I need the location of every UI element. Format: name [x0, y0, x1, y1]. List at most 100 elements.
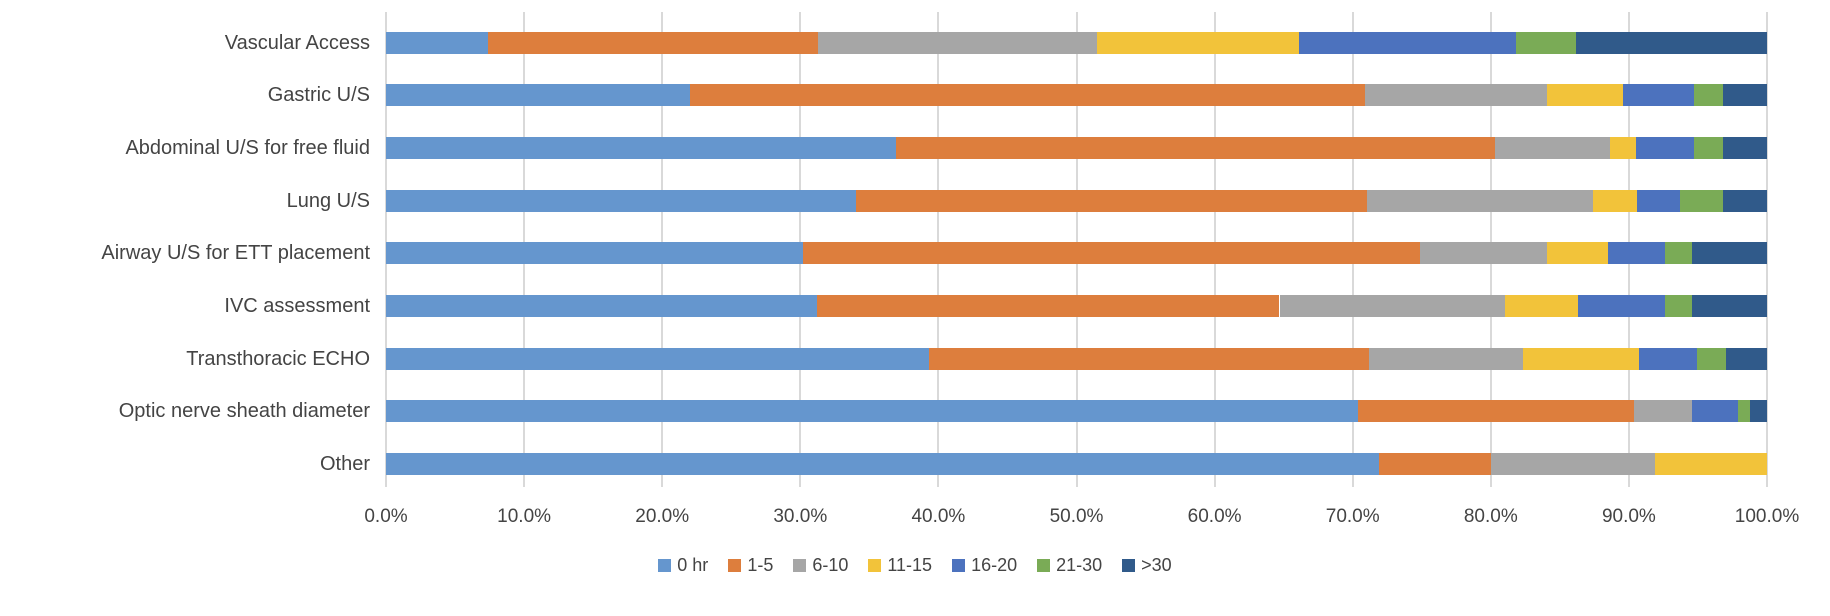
bar-segment-610 — [1369, 347, 1523, 370]
category-label: Airway U/S for ETT placement — [101, 242, 370, 265]
plot-area — [385, 12, 1768, 487]
bar-segment-15 — [488, 31, 819, 54]
bar-segment-610 — [1279, 295, 1505, 317]
bar-segment-610 — [1420, 242, 1548, 265]
bar-segment-610 — [1634, 400, 1693, 423]
bar-segment-1115 — [1522, 347, 1639, 370]
bar-segment-2130 — [1696, 347, 1726, 370]
bar-segment-1115 — [1504, 295, 1578, 317]
bar-segment-610 — [1366, 189, 1593, 212]
legend-label: 11-15 — [887, 554, 933, 575]
legend-swatch-icon — [952, 558, 966, 572]
legend-swatch-icon — [728, 558, 742, 572]
bar-segment-1115 — [1097, 31, 1299, 54]
bar-segment-2130 — [1664, 295, 1693, 317]
bar-segment-0hr — [386, 136, 896, 159]
legend-item: 21-30 — [1037, 555, 1102, 576]
x-tick-label: 0.0% — [364, 506, 408, 527]
bar-segment-1115 — [1655, 453, 1767, 476]
bar-segment-1115 — [1592, 189, 1638, 212]
bar-segment-1620 — [1637, 189, 1680, 212]
bar-row — [386, 84, 1767, 107]
category-label: Transthoracic ECHO — [186, 347, 370, 370]
x-tick-label: 90.0% — [1601, 506, 1656, 527]
bar-segment-30 — [1576, 31, 1767, 54]
legend-swatch-icon — [868, 558, 882, 572]
x-tick-label: 60.0% — [1187, 506, 1242, 527]
bar-segment-15 — [895, 136, 1495, 159]
bar-segment-2130 — [1515, 31, 1577, 54]
x-tick-label: 30.0% — [773, 506, 828, 527]
legend-item: >30 — [1122, 555, 1172, 576]
bar-segment-610 — [818, 31, 1098, 54]
bar-segment-15 — [928, 347, 1370, 370]
bar-segment-2130 — [1679, 189, 1723, 212]
x-tick-label: 70.0% — [1325, 506, 1380, 527]
legend-label: >30 — [1141, 554, 1172, 575]
bar-segment-30 — [1692, 242, 1767, 265]
bar-segment-30 — [1722, 189, 1767, 212]
category-label: IVC assessment — [224, 295, 370, 317]
gridline — [1766, 12, 1768, 487]
bar-segment-2130 — [1693, 136, 1723, 159]
legend-label: 21-30 — [1056, 554, 1103, 575]
bar-segment-610 — [1365, 84, 1548, 107]
x-tick-label: 80.0% — [1463, 506, 1518, 527]
bar-segment-0hr — [386, 242, 804, 265]
bar-segment-0hr — [386, 347, 929, 370]
bar-segment-30 — [1692, 295, 1767, 317]
bar-segment-1115 — [1547, 242, 1609, 265]
legend-swatch-icon — [658, 558, 672, 572]
bar-segment-1620 — [1623, 84, 1694, 107]
bar-segment-15 — [1358, 400, 1635, 423]
legend-item: 16-20 — [952, 555, 1017, 576]
bar-segment-30 — [1722, 136, 1767, 159]
legend: 0 hr 1-5 6-10 11-15 16-20 21-30 >30 — [0, 551, 1830, 579]
bar-segment-610 — [1490, 453, 1656, 476]
x-tick-label: 100.0% — [1734, 506, 1800, 527]
value-axis: 0.0% 10.0% 20.0% 30.0% 40.0% 50.0% 60.0% 70.0% 8… — [364, 506, 1799, 536]
bar-segment-2130 — [1664, 242, 1693, 265]
category-label: Lung U/S — [286, 189, 370, 212]
bar-segment-1620 — [1608, 242, 1665, 265]
bar-segment-15 — [689, 84, 1366, 107]
category-label: Optic nerve sheath diameter — [118, 400, 370, 423]
bar-segment-1115 — [1547, 84, 1624, 107]
bar-segment-0hr — [386, 31, 489, 54]
category-label: Other — [319, 453, 370, 476]
bar-segment-0hr — [386, 84, 690, 107]
legend-swatch-icon — [1122, 558, 1136, 572]
bar-segment-1115 — [1609, 136, 1636, 159]
bar-segment-30 — [1725, 347, 1767, 370]
bar-segment-2130 — [1693, 84, 1723, 107]
bar-row — [386, 453, 1767, 476]
legend-label: 1-5 — [747, 554, 774, 575]
bar-segment-15 — [855, 189, 1367, 212]
bar-segment-30 — [1750, 400, 1767, 423]
bar-segment-2130 — [1737, 400, 1751, 423]
x-tick-label: 10.0% — [497, 506, 552, 527]
bar-segment-15 — [816, 295, 1280, 317]
bar-segment-1620 — [1298, 31, 1516, 54]
legend-item: 1-5 — [728, 555, 773, 576]
category-label: Vascular Access — [224, 31, 370, 54]
category-label: Gastric U/S — [267, 84, 370, 107]
legend-swatch-icon — [1037, 558, 1051, 572]
x-tick-label: 50.0% — [1049, 506, 1104, 527]
bar-segment-610 — [1494, 136, 1610, 159]
bar-segment-0hr — [386, 295, 817, 317]
bar-row — [386, 347, 1767, 370]
legend-label: 16-20 — [971, 554, 1018, 575]
bar-segment-1620 — [1638, 347, 1697, 370]
legend-item: 11-15 — [868, 555, 932, 576]
bar-segment-0hr — [386, 400, 1359, 423]
bar-row — [386, 400, 1767, 423]
bar-segment-1620 — [1577, 295, 1665, 317]
x-tick-label: 40.0% — [911, 506, 966, 527]
bar-segment-0hr — [386, 453, 1379, 476]
x-tick-label: 20.0% — [635, 506, 690, 527]
bar-segment-1620 — [1692, 400, 1738, 423]
category-axis: Vascular Access Gastric U/S Abdominal U/S … — [0, 12, 370, 487]
bar-row — [386, 242, 1767, 265]
bar-segment-1620 — [1635, 136, 1694, 159]
